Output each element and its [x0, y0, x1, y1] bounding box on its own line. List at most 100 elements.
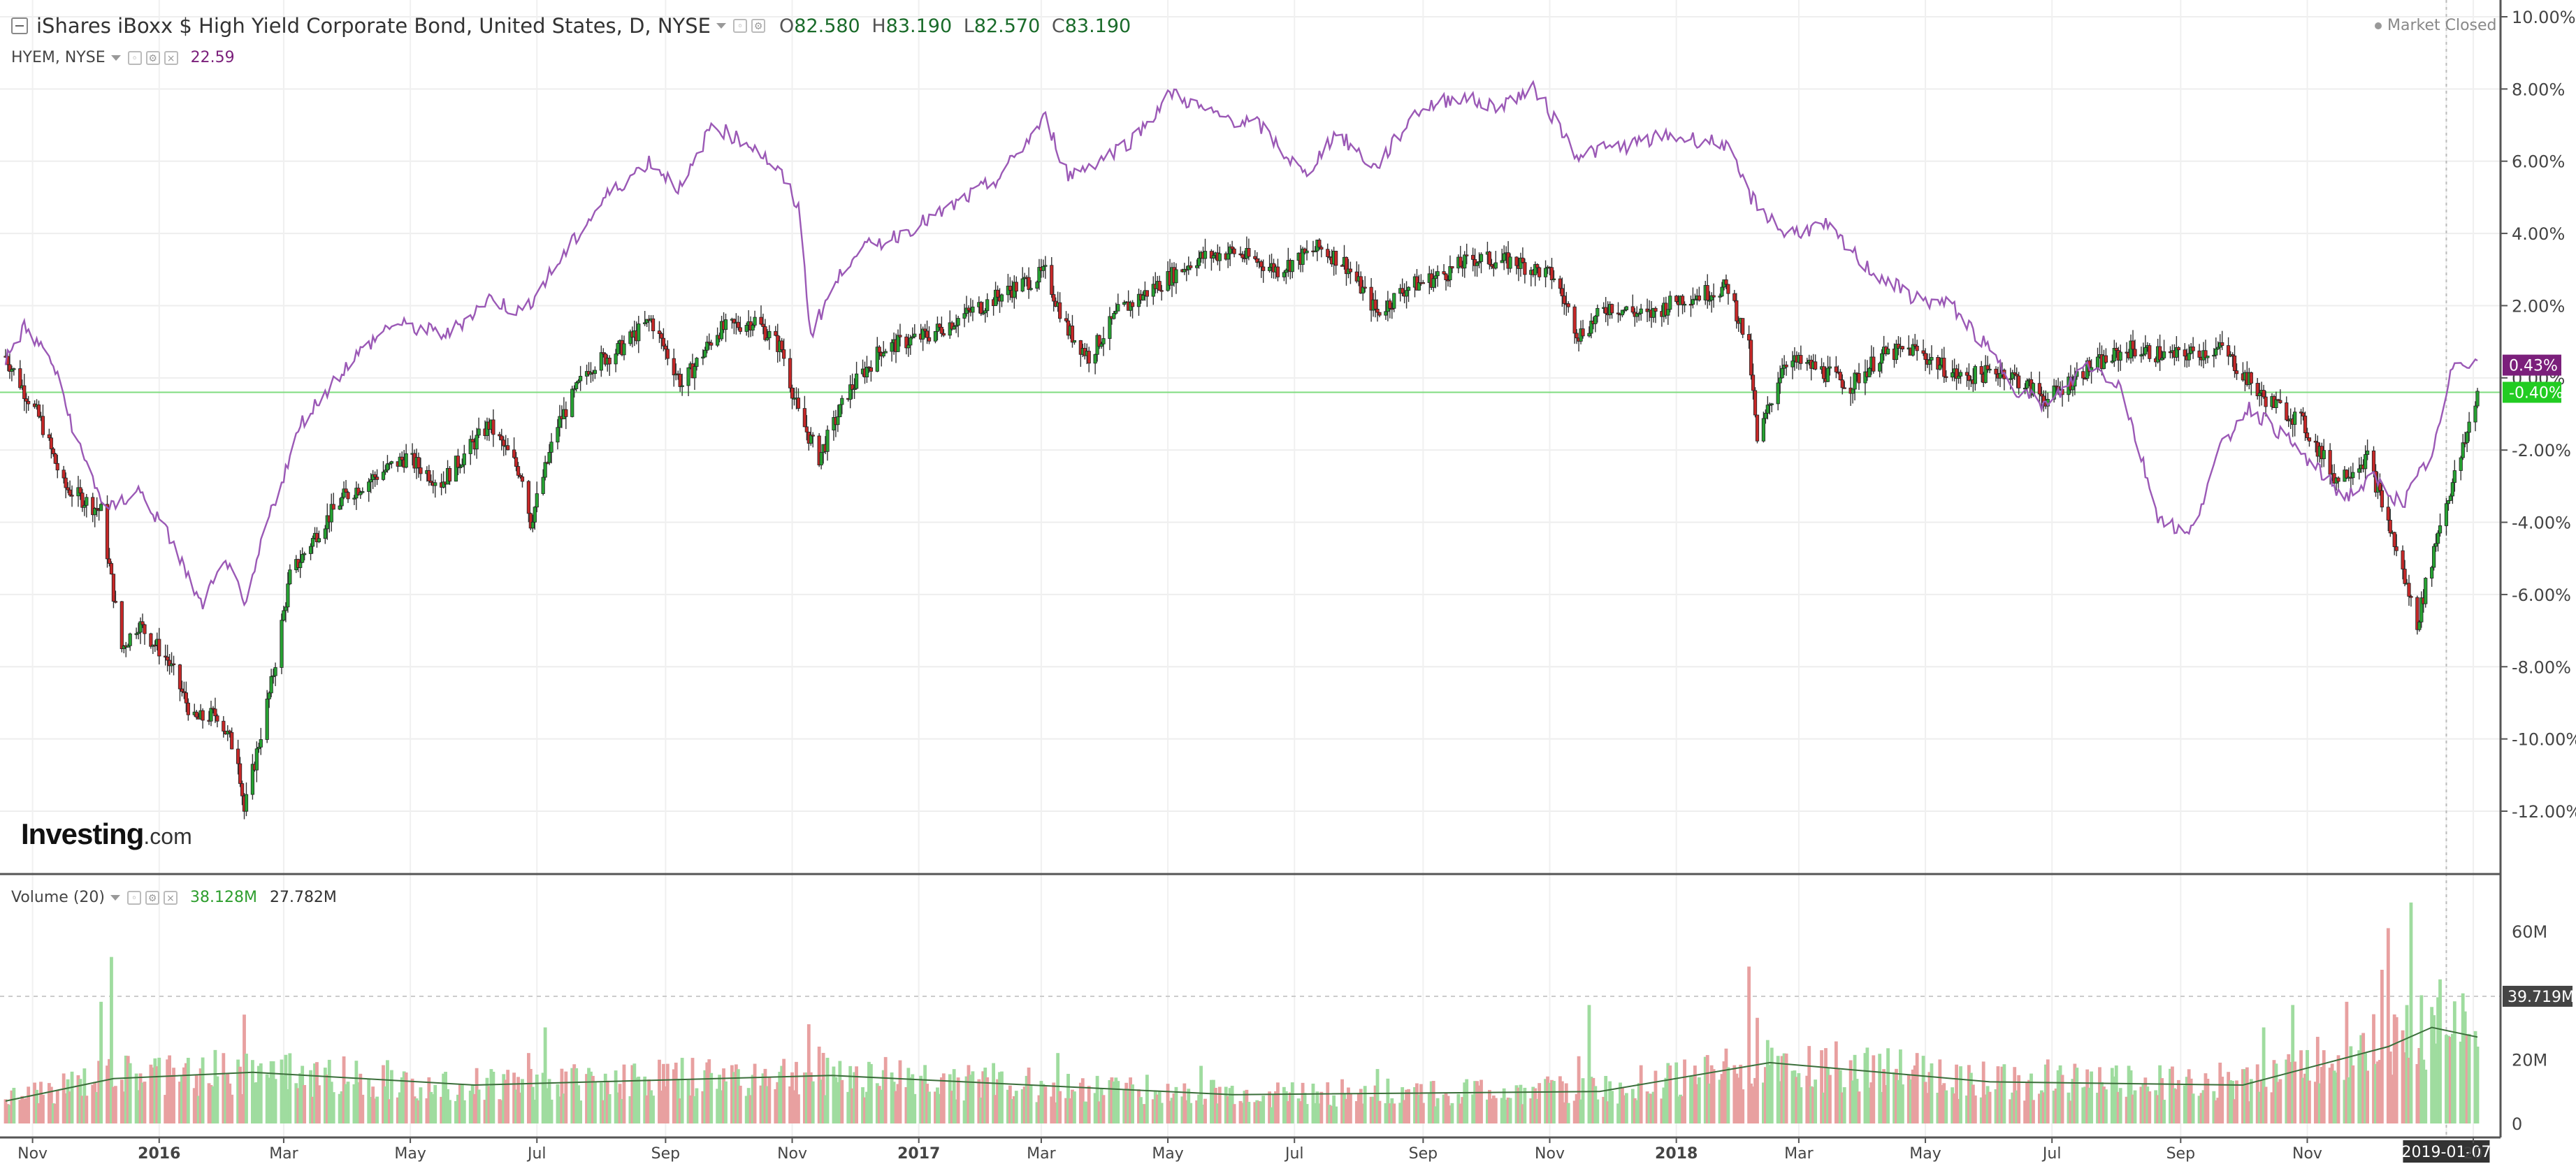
volume-bar: [879, 1089, 883, 1123]
candle-body: [2249, 372, 2253, 384]
candle-body: [1799, 355, 1803, 364]
candle-body: [1008, 286, 1012, 291]
volume-bar: [2438, 979, 2442, 1123]
volume-bar: [730, 1065, 734, 1123]
close-icon[interactable]: ×: [163, 890, 178, 905]
x-tick-label: 2018: [1655, 1145, 1698, 1163]
eye-icon[interactable]: ◦: [127, 50, 142, 65]
volume-bar: [8, 1105, 12, 1123]
eye-icon[interactable]: ◦: [126, 890, 141, 905]
volume-bar: [1666, 1063, 1670, 1123]
volume-bar: [2424, 1069, 2428, 1123]
candle-body: [49, 437, 53, 449]
candle-body: [1805, 362, 1809, 364]
candle-body: [259, 739, 263, 748]
chevron-down-icon[interactable]: [110, 54, 121, 61]
volume-bar: [442, 1073, 446, 1123]
gear-icon[interactable]: ⚙: [145, 890, 159, 905]
eye-icon[interactable]: ◦: [733, 19, 747, 33]
volume-bar: [558, 1096, 562, 1123]
candle-body: [819, 452, 823, 465]
candle-body: [1921, 350, 1925, 354]
volume-bar: [996, 1079, 999, 1123]
candle-body: [1375, 309, 1380, 313]
volume-bar: [1155, 1094, 1159, 1123]
candle-body: [1247, 248, 1251, 257]
symbol-title[interactable]: iShares iBoxx $ High Yield Corporate Bon…: [36, 14, 711, 38]
volume-label[interactable]: Volume (20): [11, 889, 105, 906]
volume-bar: [533, 1100, 537, 1123]
crosshair-date-bg: [2403, 1140, 2490, 1163]
volume-bar: [788, 1086, 792, 1123]
volume-bar: [2351, 1065, 2355, 1123]
candle-body: [1668, 296, 1672, 310]
candle-body: [1894, 344, 1899, 361]
candle-body: [528, 513, 533, 529]
volume-bar: [78, 1079, 82, 1123]
candle-body: [736, 321, 740, 328]
volume-bar: [660, 1090, 663, 1123]
volume-bar: [1274, 1091, 1278, 1123]
candle-body: [923, 328, 927, 332]
volume-bar: [20, 1096, 24, 1123]
volume-bar: [256, 1065, 261, 1123]
volume-bar: [106, 1065, 109, 1123]
candle-body: [1851, 388, 1855, 394]
candle-body: [1635, 313, 1639, 317]
volume-bar: [2129, 1070, 2133, 1123]
investing-logo: Investing.com: [21, 817, 192, 851]
volume-bar: [1994, 1089, 1998, 1123]
candle-body: [1471, 254, 1475, 260]
candle-body: [1863, 371, 1867, 384]
candle-body: [1923, 353, 1927, 361]
volume-bar: [472, 1093, 477, 1123]
volume-bar: [1705, 1055, 1709, 1123]
candle-body: [1041, 265, 1045, 271]
volume-bar: [1683, 1059, 1686, 1123]
volume-bar: [2069, 1100, 2073, 1123]
compare-symbol[interactable]: HYEM, NYSE: [11, 49, 106, 66]
volume-bar: [359, 1073, 363, 1123]
logo-suffix: .com: [143, 824, 192, 849]
candle-body: [1174, 269, 1178, 284]
volume-bar: [1405, 1089, 1408, 1123]
volume-bar: [823, 1095, 827, 1123]
gear-icon[interactable]: ⚙: [145, 50, 160, 65]
candle-body: [1406, 286, 1411, 291]
volume-bar: [238, 1066, 242, 1123]
volume-bar: [1709, 1065, 1714, 1123]
chevron-down-icon[interactable]: [110, 894, 120, 901]
volume-bar: [1529, 1098, 1533, 1123]
volume-bar: [855, 1066, 859, 1123]
candle-body: [782, 349, 786, 359]
volume-bar: [1112, 1081, 1116, 1123]
volume-bar: [1317, 1103, 1322, 1123]
chevron-down-icon[interactable]: [716, 23, 726, 29]
volume-bar: [236, 1059, 240, 1123]
volume-bar: [462, 1100, 466, 1123]
candle-body: [1535, 264, 1540, 268]
candle-body: [1735, 300, 1739, 321]
candle-body: [1938, 365, 1942, 370]
volume-bar: [1882, 1069, 1886, 1123]
x-tick-label: Sep: [1409, 1145, 1438, 1163]
volume-bar: [1363, 1086, 1367, 1123]
volume-bar: [651, 1096, 655, 1123]
collapse-icon[interactable]: [11, 17, 28, 34]
close-icon[interactable]: ×: [164, 50, 178, 65]
candle-body: [1954, 368, 1959, 379]
gear-icon[interactable]: ⚙: [751, 19, 765, 33]
volume-bar: [1286, 1101, 1290, 1123]
volume-bar: [1087, 1086, 1091, 1123]
volume-bar: [1143, 1104, 1147, 1123]
volume-bar: [1807, 1046, 1811, 1123]
volume-bar: [877, 1086, 881, 1123]
volume-bar: [1095, 1075, 1099, 1123]
volume-bar: [1448, 1105, 1452, 1123]
volume-bar: [2201, 1090, 2206, 1123]
volume-bar: [2087, 1087, 2092, 1123]
candle-body: [273, 667, 277, 676]
volume-bar: [1093, 1093, 1097, 1123]
candle-body: [962, 313, 967, 319]
